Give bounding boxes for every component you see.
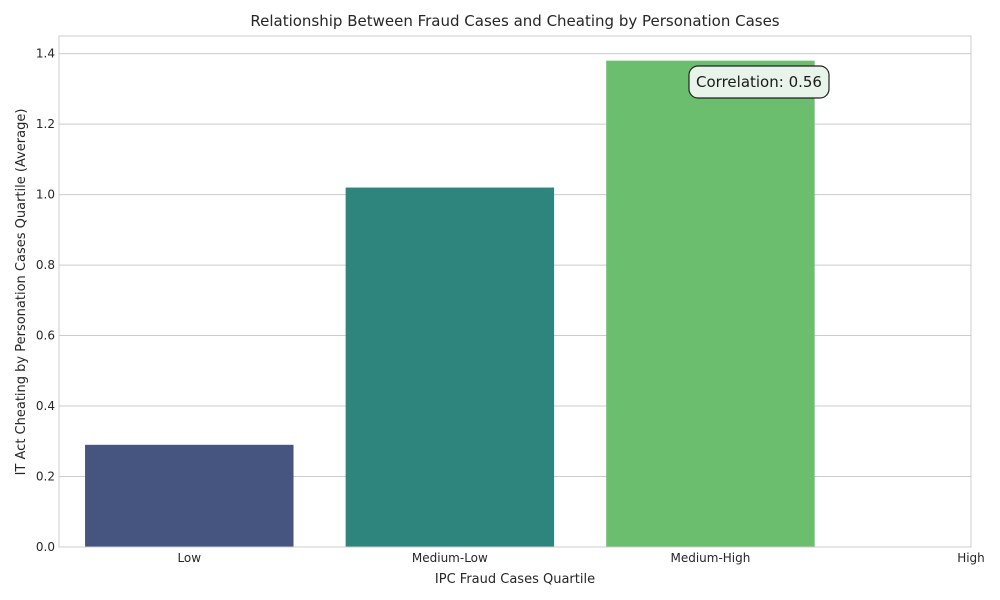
- y-tick-label: 1.2: [36, 117, 55, 131]
- bar-medium-high: [606, 61, 814, 547]
- y-tick-label: 0.6: [36, 329, 55, 343]
- y-tick-label: 1.0: [36, 188, 55, 202]
- y-tick-label: 1.4: [36, 47, 55, 61]
- x-axis-label: IPC Fraud Cases Quartile: [435, 572, 595, 587]
- x-tick-label: Medium-Low: [412, 551, 488, 565]
- y-tick-labels: 0.0 0.2 0.4 0.6 0.8 1.0 1.2 1.4: [36, 47, 55, 554]
- x-tick-label: Low: [177, 551, 201, 565]
- y-axis-label: IT Act Cheating by Personation Cases Qua…: [14, 109, 29, 476]
- y-tick-label: 0.4: [36, 399, 55, 413]
- x-tick-label: High: [957, 551, 985, 565]
- y-tick-label: 0.2: [36, 470, 55, 484]
- y-tick-label: 0.8: [36, 258, 55, 272]
- x-tick-labels: Low Medium-Low Medium-High High: [177, 551, 984, 565]
- x-tick-label: Medium-High: [670, 551, 750, 565]
- chart-title: Relationship Between Fraud Cases and Che…: [250, 12, 779, 30]
- correlation-annotation: Correlation: 0.56: [689, 66, 829, 98]
- bar-low: [85, 445, 293, 547]
- annotation-text: Correlation: 0.56: [696, 73, 822, 91]
- y-tick-label: 0.0: [36, 540, 55, 554]
- bars: [85, 61, 815, 547]
- bar-medium-low: [346, 188, 554, 547]
